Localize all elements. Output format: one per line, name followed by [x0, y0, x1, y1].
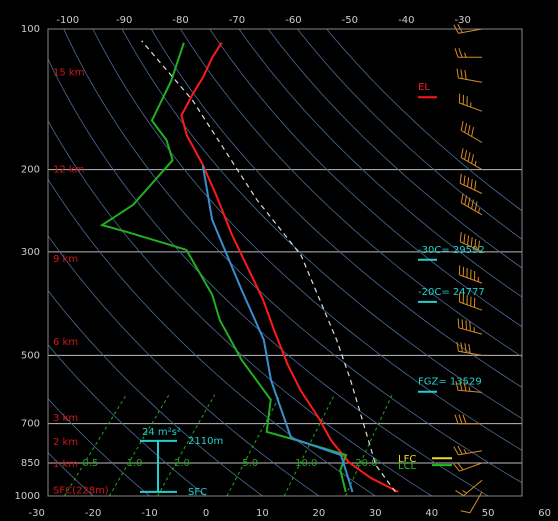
- wind-barb: [459, 173, 483, 194]
- mixing-ratio-label: 10.0: [295, 458, 317, 469]
- dry-adiabat: [121, 29, 522, 420]
- wind-barb: [454, 48, 482, 58]
- x-tick-label: 60: [538, 508, 551, 519]
- x-tick-label: 40: [425, 508, 438, 519]
- mixing-ratio-label: 2.0: [174, 458, 190, 469]
- level-label: -20C= 24777: [418, 287, 485, 298]
- dry-adiabat: [48, 58, 489, 496]
- plot-frame: [47, 28, 523, 497]
- y-tick-label: 200: [21, 165, 40, 176]
- mixing-ratio-label: 1.0: [127, 458, 143, 469]
- wind-barb: [460, 148, 483, 171]
- x-tick-label: 0: [203, 508, 209, 519]
- wind-barb: [456, 341, 483, 356]
- level-label: -30C= 29592: [418, 245, 485, 256]
- mixing-ratio-label: 0.5: [82, 458, 98, 469]
- x2-tick-label: -30: [455, 15, 471, 26]
- x2-tick-label: -90: [116, 15, 132, 26]
- x2-tick-label: -100: [56, 15, 79, 26]
- x-tick-label: -30: [29, 508, 45, 519]
- wind-barb: [460, 193, 483, 216]
- level-label: EL: [418, 82, 430, 93]
- level-label: LCL: [398, 461, 417, 472]
- sounding-trace: [201, 165, 354, 493]
- wind-barb: [455, 380, 483, 393]
- wind-barb: [458, 292, 483, 311]
- dry-adiabat: [48, 344, 207, 496]
- y-tick-label: 500: [21, 350, 40, 361]
- dry-adiabat: [92, 29, 522, 451]
- wind-barb: [455, 479, 483, 497]
- height-label: 6 km: [53, 337, 78, 348]
- height-label: 15 km: [53, 68, 84, 79]
- y-tick-label: 300: [21, 247, 40, 258]
- dry-adiabat: [150, 29, 522, 388]
- wind-barb: [456, 68, 483, 83]
- layer-top-label: 2110m: [188, 436, 223, 447]
- dry-adiabat: [48, 234, 320, 496]
- wind-barb: [457, 318, 483, 335]
- mixing-ratio-line: [226, 394, 281, 496]
- dry-adiabat: [267, 29, 522, 269]
- height-label: 9 km: [53, 254, 78, 265]
- dry-adiabat: [48, 398, 150, 496]
- height-label: SFC(228m): [53, 485, 109, 496]
- layer-bottom-label: SFC: [188, 487, 207, 498]
- wind-barb: [459, 232, 483, 253]
- x-tick-label: 20: [312, 508, 325, 519]
- mixing-ratio-label: 5.0: [242, 458, 258, 469]
- mixing-ratio-line: [283, 394, 335, 496]
- mixing-ratio-line: [345, 394, 393, 496]
- x2-tick-label: -50: [342, 15, 358, 26]
- mixing-ratio-line: [108, 394, 170, 496]
- x2-tick-label: -40: [398, 15, 414, 26]
- y-tick-label: 700: [21, 419, 40, 430]
- wind-barb: [458, 265, 483, 284]
- plot-traces: [99, 40, 399, 493]
- level-label: FGZ= 13529: [418, 377, 482, 388]
- wind-barb: [460, 491, 483, 514]
- y-tick-label: 850: [21, 458, 40, 469]
- dry-adiabat: [209, 29, 522, 328]
- height-label: 2 km: [53, 437, 78, 448]
- dry-adiabat: [48, 289, 263, 496]
- layer-label: 24 m²s²: [142, 427, 181, 438]
- x2-tick-label: -80: [172, 15, 188, 26]
- x-tick-label: -20: [85, 508, 101, 519]
- wind-barb: [460, 121, 483, 143]
- sounding-trace: [180, 42, 399, 493]
- height-label: 3 km: [53, 413, 78, 424]
- mixing-ratio-label: 20.0: [355, 458, 377, 469]
- mixing-ratio-line: [157, 394, 216, 496]
- x2-tick-label: -70: [229, 15, 245, 26]
- wind-barb: [454, 414, 482, 425]
- x-tick-label: 50: [482, 508, 495, 519]
- level-label: LFC: [398, 454, 416, 465]
- height-label: 12 km: [53, 165, 84, 176]
- dry-adiabat: [238, 29, 522, 298]
- sounding-trace: [141, 40, 396, 493]
- y-tick-label: 100: [21, 24, 40, 35]
- dry-adiabat: [326, 29, 522, 212]
- wind-barb: [453, 462, 483, 472]
- x-tick-label: 10: [256, 508, 269, 519]
- y-tick-label: 1000: [15, 491, 40, 502]
- mixing-ratio-line: [63, 394, 127, 496]
- dry-adiabat: [297, 29, 522, 240]
- x-tick-label: -10: [141, 508, 157, 519]
- x2-tick-label: -60: [285, 15, 301, 26]
- wind-barb: [453, 445, 483, 456]
- x-tick-label: 30: [369, 508, 382, 519]
- height-label: 1 km: [53, 459, 78, 470]
- dry-adiabat: [180, 29, 522, 358]
- wind-barb: [458, 93, 483, 112]
